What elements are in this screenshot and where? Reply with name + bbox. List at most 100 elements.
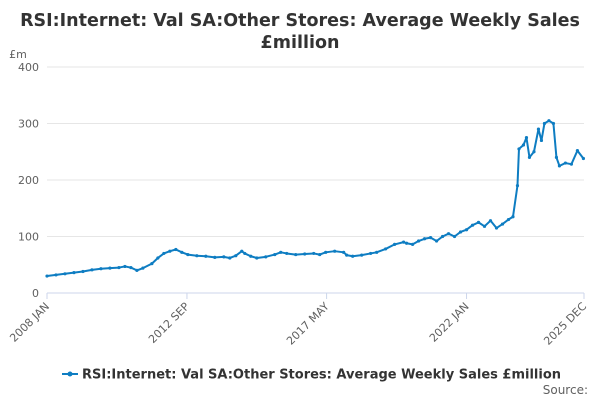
x-tick-label: 2022 JAN xyxy=(427,300,472,345)
data-point[interactable] xyxy=(156,256,160,260)
data-point[interactable] xyxy=(318,252,322,257)
data-point[interactable] xyxy=(532,150,536,154)
data-point[interactable] xyxy=(384,247,388,251)
data-point[interactable] xyxy=(440,234,445,239)
data-point[interactable] xyxy=(186,252,190,257)
data-point[interactable] xyxy=(249,254,253,258)
data-point[interactable] xyxy=(45,274,49,278)
data-point[interactable] xyxy=(539,138,544,143)
data-point[interactable] xyxy=(375,250,379,254)
data-point[interactable] xyxy=(162,251,166,256)
data-point[interactable] xyxy=(123,264,127,269)
y-tick-label: 200 xyxy=(18,174,39,187)
data-point[interactable] xyxy=(273,252,277,257)
data-point[interactable] xyxy=(470,223,475,227)
data-point[interactable] xyxy=(81,269,85,274)
data-point[interactable] xyxy=(482,224,487,228)
data-point[interactable] xyxy=(228,256,232,260)
legend-label: RSI:Internet: Val SA:Other Stores: Avera… xyxy=(82,368,561,383)
data-point[interactable] xyxy=(174,247,178,252)
data-point[interactable] xyxy=(405,241,409,245)
data-point[interactable] xyxy=(90,268,94,272)
legend[interactable]: RSI:Internet: Val SA:Other Stores: Avera… xyxy=(62,368,561,383)
data-point[interactable] xyxy=(180,250,184,254)
data-point[interactable] xyxy=(234,254,238,258)
legend-point-marker xyxy=(67,371,73,377)
data-point[interactable] xyxy=(168,249,172,253)
data-point[interactable] xyxy=(527,155,532,159)
data-point[interactable] xyxy=(517,147,521,151)
data-point[interactable] xyxy=(410,242,415,247)
data-point[interactable] xyxy=(524,136,529,140)
data-point[interactable] xyxy=(333,249,337,253)
x-tick-label: 2025 DEC xyxy=(541,300,589,348)
data-point[interactable] xyxy=(557,164,562,168)
data-point[interactable] xyxy=(515,184,520,188)
data-point[interactable] xyxy=(554,155,559,159)
data-point[interactable] xyxy=(551,121,556,126)
data-point[interactable] xyxy=(547,119,551,123)
data-point[interactable] xyxy=(563,161,568,165)
data-point[interactable] xyxy=(150,262,154,266)
data-point[interactable] xyxy=(446,232,451,236)
data-point[interactable] xyxy=(393,242,397,247)
source-label: Source: xyxy=(543,383,588,397)
data-point[interactable] xyxy=(141,266,145,270)
data-point[interactable] xyxy=(402,240,406,244)
data-point[interactable] xyxy=(581,156,586,161)
data-point[interactable] xyxy=(99,267,103,271)
data-point[interactable] xyxy=(494,226,499,230)
data-point[interactable] xyxy=(243,251,247,256)
data-point[interactable] xyxy=(458,230,463,234)
data-point[interactable] xyxy=(63,272,67,276)
data-point[interactable] xyxy=(351,254,355,258)
data-point[interactable] xyxy=(416,239,421,243)
data-point[interactable] xyxy=(542,121,547,126)
data-point[interactable] xyxy=(428,236,433,240)
data-point[interactable] xyxy=(240,249,244,253)
data-point[interactable] xyxy=(72,271,76,275)
chart-title: RSI:Internet: Val SA:Other Stores: Avera… xyxy=(20,11,580,53)
x-tick-label: 2012 SEP xyxy=(146,300,192,346)
data-point[interactable] xyxy=(360,253,364,257)
data-point[interactable] xyxy=(434,239,439,243)
data-point[interactable] xyxy=(255,256,259,260)
data-point[interactable] xyxy=(369,251,373,256)
data-point[interactable] xyxy=(422,237,427,241)
data-point[interactable] xyxy=(476,220,481,224)
data-point[interactable] xyxy=(294,252,298,257)
y-tick-label: 400 xyxy=(18,61,39,74)
data-point[interactable] xyxy=(285,251,289,256)
data-point[interactable] xyxy=(117,265,121,270)
data-point[interactable] xyxy=(488,219,493,223)
data-point[interactable] xyxy=(345,253,349,257)
data-point[interactable] xyxy=(264,255,268,259)
x-tick-label: 2017 MAY xyxy=(284,300,332,348)
data-point[interactable] xyxy=(135,268,139,272)
data-point[interactable] xyxy=(54,273,58,277)
data-point[interactable] xyxy=(521,143,526,147)
data-point[interactable] xyxy=(511,215,515,219)
data-point[interactable] xyxy=(464,228,469,232)
plot-area xyxy=(45,119,586,278)
data-point[interactable] xyxy=(312,251,316,256)
data-point[interactable] xyxy=(108,266,112,270)
data-point[interactable] xyxy=(342,250,346,254)
series-line-0[interactable] xyxy=(46,119,585,278)
data-point[interactable] xyxy=(536,127,541,131)
data-point[interactable] xyxy=(575,149,580,153)
y-axis-unit-label: £m xyxy=(9,48,27,61)
data-point[interactable] xyxy=(324,250,328,254)
data-point[interactable] xyxy=(500,222,505,226)
data-point[interactable] xyxy=(222,255,226,259)
data-point[interactable] xyxy=(213,255,217,259)
data-point[interactable] xyxy=(279,250,283,254)
data-point[interactable] xyxy=(506,217,511,222)
data-point[interactable] xyxy=(303,252,307,256)
chart-title-line-1: RSI:Internet: Val SA:Other Stores: Avera… xyxy=(20,11,580,31)
data-point[interactable] xyxy=(204,254,208,258)
data-point[interactable] xyxy=(452,234,457,239)
data-point[interactable] xyxy=(195,254,199,258)
data-point[interactable] xyxy=(129,265,133,270)
data-point[interactable] xyxy=(569,162,574,166)
